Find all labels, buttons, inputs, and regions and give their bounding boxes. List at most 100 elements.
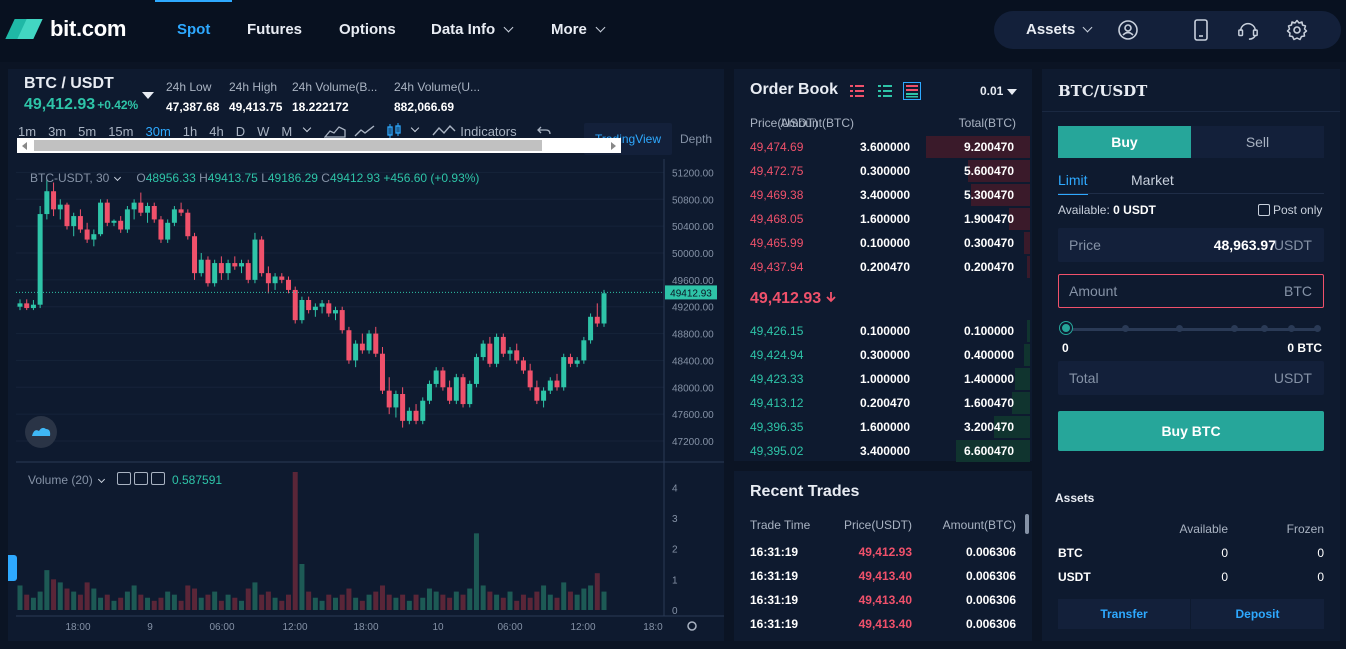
nav-spot[interactable]: Spot: [154, 0, 233, 62]
candlestick-icon[interactable]: [386, 123, 402, 139]
deposit-button[interactable]: Deposit: [1191, 599, 1324, 629]
volume-bar: [259, 594, 265, 610]
scroll-left-arrow-icon[interactable]: [22, 142, 27, 150]
volume-bar: [332, 597, 338, 610]
timeframe-15m[interactable]: 15m: [108, 123, 134, 139]
ask-row[interactable]: 49,437.94 0.200470 0.200470: [734, 255, 1030, 279]
recent-trades-scrollbar[interactable]: [1025, 514, 1029, 534]
buy-btc-button[interactable]: Buy BTC: [1058, 411, 1324, 451]
scrollbar-thumb[interactable]: [34, 140, 542, 151]
amount-field[interactable]: Amount BTC: [1058, 274, 1324, 308]
tab-depth[interactable]: Depth: [680, 132, 713, 146]
bids-view-icon[interactable]: [878, 84, 892, 98]
indicators-icon[interactable]: [432, 124, 456, 138]
legend-low: 49186.29: [267, 171, 318, 185]
tab-limit[interactable]: Limit: [1058, 172, 1088, 195]
chevron-down-icon[interactable]: [114, 173, 122, 182]
nav-data-info[interactable]: Data Info: [431, 0, 514, 62]
bid-row[interactable]: 49,426.15 0.100000 0.100000: [734, 319, 1030, 343]
chevron-down-icon[interactable]: [302, 123, 312, 133]
nav-options[interactable]: Options: [339, 21, 396, 38]
slider-step[interactable]: [1288, 325, 1295, 332]
undo-icon[interactable]: [536, 124, 551, 138]
timeframe-w[interactable]: W: [257, 123, 270, 139]
assets-menu[interactable]: Assets: [1026, 11, 1093, 49]
stat-24h-high: 24h High 49,413.75: [229, 80, 282, 114]
settings-icon[interactable]: [134, 472, 148, 485]
indicators-button[interactable]: Indicators: [460, 123, 517, 139]
both-view-icon[interactable]: [903, 82, 921, 100]
rt-header-amount: Amount(BTC): [942, 518, 1016, 532]
price-field[interactable]: Price 48,963.97 USDT: [1058, 228, 1324, 262]
slider-step[interactable]: [1122, 325, 1129, 332]
nav-futures[interactable]: Futures: [247, 21, 303, 38]
timeframe-1h[interactable]: 1h: [182, 123, 198, 139]
price-axis-label: 50400.00: [672, 222, 714, 233]
buy-tab[interactable]: Buy: [1058, 126, 1191, 158]
depth-bar: [968, 160, 1030, 182]
total-input[interactable]: Total: [1069, 370, 1099, 386]
volume-bar: [98, 597, 104, 610]
nav-more[interactable]: More: [551, 0, 606, 62]
candlestick-chart[interactable]: 51200.00 50800.00 50400.00 50000.00 49600.00…: [8, 159, 724, 641]
chart-symbol[interactable]: BTC-USDT, 30: [30, 171, 110, 185]
tab-market[interactable]: Market: [1131, 172, 1174, 188]
timeframe-4h[interactable]: 4h: [209, 123, 224, 139]
tradingview-logo-icon[interactable]: [25, 416, 57, 448]
price-input[interactable]: 48,963.97: [1213, 237, 1276, 253]
timeframe-30m[interactable]: 30m: [145, 123, 171, 139]
mobile-icon[interactable]: [1190, 19, 1212, 41]
slider-step[interactable]: [1261, 325, 1268, 332]
chart-settings-icon[interactable]: [687, 621, 697, 631]
eye-icon[interactable]: [117, 472, 131, 485]
candle: [400, 394, 406, 421]
timeframe-1m[interactable]: 1m: [18, 123, 37, 139]
ask-row[interactable]: 49,465.99 0.100000 0.300470: [734, 231, 1030, 255]
expand-panel-handle[interactable]: [8, 555, 17, 581]
support-headset-icon[interactable]: [1237, 19, 1259, 41]
bid-row[interactable]: 49,424.94 0.300000 0.400000: [734, 343, 1030, 367]
bid-row[interactable]: 49,423.33 1.000000 1.400000: [734, 367, 1030, 391]
amount-slider[interactable]: [1064, 328, 1318, 331]
user-icon[interactable]: [1117, 19, 1139, 41]
bid-row[interactable]: 49,413.12 0.200470 1.600470: [734, 391, 1030, 415]
post-only-checkbox[interactable]: [1258, 204, 1270, 216]
amount-input[interactable]: Amount: [1069, 283, 1118, 299]
chevron-down-icon[interactable]: [410, 123, 420, 133]
precision-select[interactable]: 0.01: [980, 84, 1017, 98]
slider-step[interactable]: [1231, 325, 1238, 332]
asks-view-icon[interactable]: [850, 84, 864, 98]
ask-row[interactable]: 49,469.38 3.400000 5.300470: [734, 183, 1030, 207]
chevron-down-icon[interactable]: [97, 475, 105, 484]
sell-tab[interactable]: Sell: [1245, 134, 1270, 150]
transfer-button[interactable]: Transfer: [1058, 599, 1190, 629]
ask-row[interactable]: 49,474.69 3.600000 9.200470: [734, 135, 1030, 159]
line-chart-icon[interactable]: [354, 124, 376, 138]
ask-price: 49,469.38: [750, 188, 804, 202]
asset-available: 0: [1221, 546, 1228, 560]
bid-amount: 3.400000: [859, 444, 910, 458]
area-chart-icon[interactable]: [324, 124, 346, 138]
scroll-right-arrow-icon[interactable]: [611, 142, 616, 150]
gear-icon[interactable]: [1286, 19, 1308, 41]
pair-selector-caret-icon[interactable]: [142, 92, 154, 99]
close-icon[interactable]: [151, 472, 165, 485]
timeframe-3m[interactable]: 3m: [48, 123, 67, 139]
candle: [118, 220, 124, 230]
slider-handle[interactable]: [1060, 322, 1072, 334]
bid-row[interactable]: 49,396.35 1.600000 3.200470: [734, 415, 1030, 439]
bid-row[interactable]: 49,395.02 3.400000 6.600470: [734, 439, 1030, 463]
post-only-toggle[interactable]: Post only: [1258, 203, 1322, 217]
timeframe-5m[interactable]: 5m: [78, 123, 97, 139]
timeframe-d[interactable]: D: [235, 123, 246, 139]
timeframe-m[interactable]: M: [281, 123, 293, 139]
trade-time: 16:31:19: [750, 617, 799, 631]
slider-step[interactable]: [1314, 325, 1321, 332]
toolbar-scrollbar[interactable]: [17, 138, 621, 153]
volume-bar: [292, 472, 298, 610]
ask-row[interactable]: 49,472.75 0.300000 5.600470: [734, 159, 1030, 183]
ask-row[interactable]: 49,468.05 1.600000 1.900470: [734, 207, 1030, 231]
slider-step[interactable]: [1176, 325, 1183, 332]
total-field[interactable]: Total USDT: [1058, 361, 1324, 395]
brand-logo[interactable]: bit.com: [10, 15, 126, 43]
